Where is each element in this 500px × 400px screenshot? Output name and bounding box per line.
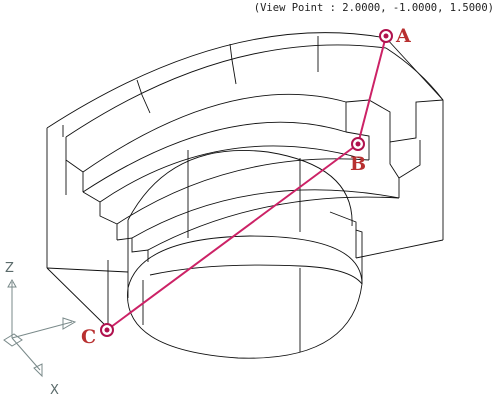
point-c-label: C: [81, 326, 96, 348]
line-a-b: [357, 35, 387, 145]
base-step: [329, 211, 363, 284]
step-ring-5: [345, 131, 370, 160]
outer-top-arc-inner: [65, 44, 387, 138]
outer-right-upper-arc: [385, 47, 444, 101]
x-axis-line: [11, 337, 41, 371]
base-top-ellipse: [127, 235, 363, 289]
base-mid-ellipse: [149, 264, 363, 285]
inner-step-left-3: [116, 158, 370, 225]
x-axis-label: X: [50, 383, 59, 398]
radial-seg-2: [229, 43, 237, 85]
outer-bottom-left: [46, 267, 109, 329]
step-ring-6: [389, 140, 421, 179]
front-wall-3: [46, 267, 129, 273]
step-ring-2: [82, 93, 347, 173]
path-lines: [106, 35, 387, 331]
outer-top-arc: [46, 32, 387, 129]
radial-seg-1: [136, 79, 151, 114]
step-ring-1: [65, 137, 84, 192]
point-a-marker[interactable]: [379, 29, 393, 43]
cylinder-top-ellipse: [127, 149, 353, 227]
outer-bottom-right: [355, 239, 444, 259]
base-bottom-ellipse: [127, 283, 363, 359]
point-b-label: B: [350, 153, 366, 175]
z-axis-arrow: [7, 278, 17, 288]
inner-step-mid: [131, 189, 400, 239]
line-b-c: [106, 143, 359, 331]
inner-step-left-4: [116, 237, 149, 262]
y-axis-line: [11, 321, 73, 339]
ucs-axis-icon: Z X: [3, 261, 77, 398]
inner-step-left-1: [82, 191, 118, 240]
point-a-label: A: [395, 25, 411, 47]
inner-step-mid-2: [147, 196, 400, 251]
inner-step-left-2: [99, 145, 361, 203]
view-point-readout: (View Point : 2.0000, -1.0000, 1.5000): [253, 2, 494, 14]
step-ring-3: [82, 121, 347, 193]
ucs-origin-box: [3, 333, 23, 347]
point-c-marker[interactable]: [100, 323, 114, 337]
z-axis-label: Z: [5, 261, 14, 276]
point-b-marker[interactable]: [351, 137, 365, 151]
y-axis-arrow: [62, 317, 77, 330]
wireframe-model: [46, 32, 444, 359]
x-axis-arrow: [33, 363, 43, 378]
